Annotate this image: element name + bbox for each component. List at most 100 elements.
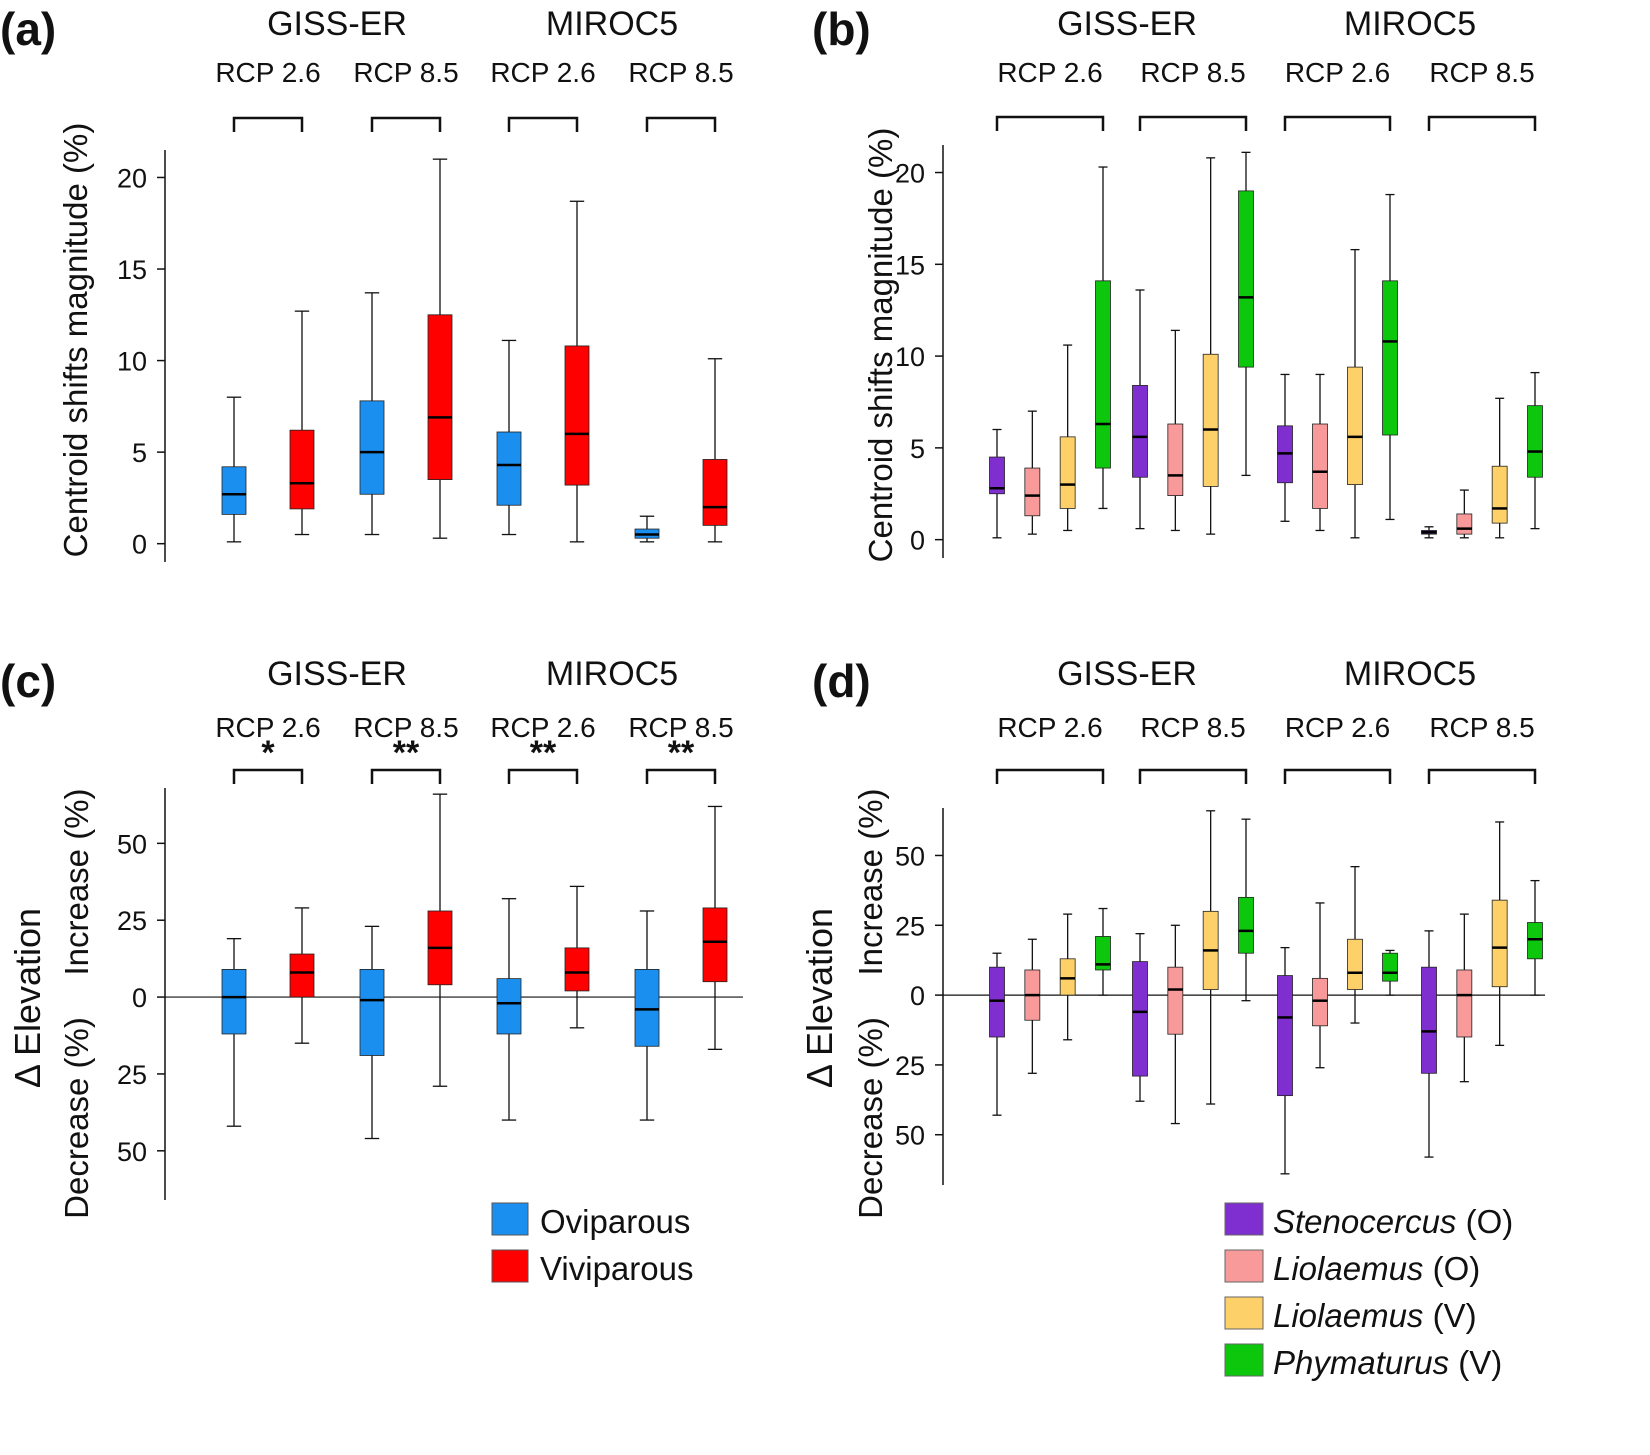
scenario-label: RCP 8.5 <box>353 57 458 88</box>
box-liolaemus-o <box>1024 410 1041 535</box>
panel-label: (c) <box>0 655 56 707</box>
box-oviparous <box>496 898 522 1121</box>
box-stenocercus-o <box>989 428 1005 539</box>
model-label: GISS-ER <box>267 655 407 693</box>
box-iqr <box>1167 966 1184 1035</box>
y-tick-label: 25 <box>117 906 147 936</box>
scenario-label: RCP 2.6 <box>1285 57 1390 88</box>
box-iqr <box>1095 280 1111 469</box>
y-tick-label: 20 <box>895 159 925 189</box>
box-liolaemus-o <box>1167 329 1184 532</box>
significance-mark: ** <box>393 734 420 772</box>
box-oviparous <box>634 910 660 1121</box>
box-iqr <box>1132 385 1148 478</box>
box-iqr <box>989 966 1005 1038</box>
box-phymaturus-v <box>1095 166 1111 510</box>
box-viviparous <box>702 805 728 1050</box>
y-tick-label: 5 <box>910 434 925 464</box>
box-oviparous <box>359 925 385 1140</box>
box-iqr <box>1059 436 1076 509</box>
scenario-label: RCP 2.6 <box>1285 712 1390 743</box>
legend-genus: Phymaturus <box>1273 1344 1449 1381</box>
y-axis-label: Δ Elevation <box>799 908 840 1088</box>
y-tick-label: 50 <box>117 1137 147 1167</box>
box-iqr <box>989 456 1005 495</box>
box-phymaturus-v <box>1382 193 1398 521</box>
group-bracket <box>995 768 1105 784</box>
box-iqr <box>1095 936 1111 971</box>
significance-mark: ** <box>530 734 557 772</box>
box-iqr <box>1167 423 1184 496</box>
group-bracket <box>507 116 579 132</box>
box-iqr <box>221 466 247 515</box>
model-label: MIROC5 <box>546 655 678 693</box>
y-axis-label-decrease: Decrease (%) <box>58 1017 95 1219</box>
box-liolaemus-v <box>1059 344 1076 532</box>
box-phymaturus-v <box>1095 907 1111 996</box>
box-liolaemus-o <box>1456 489 1473 539</box>
group-bracket <box>507 768 579 784</box>
legend-swatch <box>1224 1343 1264 1377</box>
box-iqr <box>496 978 522 1035</box>
legend-label: Stenocercus (O) <box>1273 1203 1513 1240</box>
y-tick-label: 50 <box>117 829 147 859</box>
y-tick-label: 0 <box>910 981 925 1011</box>
box-iqr <box>427 314 453 480</box>
legend-swatch <box>1224 1249 1264 1283</box>
box-iqr <box>1491 899 1508 988</box>
box-iqr <box>1347 366 1363 485</box>
box-iqr <box>1421 966 1437 1074</box>
y-axis-label-increase: Increase (%) <box>852 788 889 975</box>
legend-swatch <box>1224 1202 1264 1236</box>
scenario-label: RCP 2.6 <box>997 57 1102 88</box>
box-liolaemus-v <box>1491 821 1508 1047</box>
box-iqr <box>702 907 728 983</box>
group-bracket <box>1283 768 1392 784</box>
y-axis-label-decrease: Decrease (%) <box>852 1017 889 1219</box>
box-liolaemus-o <box>1456 913 1473 1083</box>
y-tick-label: 10 <box>117 347 147 377</box>
box-iqr <box>1527 922 1543 960</box>
box-iqr <box>359 400 385 495</box>
model-label: MIROC5 <box>1344 655 1476 693</box>
box-iqr <box>564 947 590 992</box>
legend-genus: Stenocercus <box>1273 1203 1456 1240</box>
panel-b: (b) GISS-ER MIROC5 RCP 2.6 RCP 8.5 RCP 2.6 RCP… <box>812 3 1543 562</box>
y-tick-label: 15 <box>895 250 925 280</box>
legend: Oviparous Viviparous <box>491 1202 693 1287</box>
box-viviparous <box>289 310 315 536</box>
box-iqr <box>564 345 590 486</box>
legend-swatch <box>1224 1296 1264 1330</box>
y-tick-label: 5 <box>132 438 147 468</box>
panel-d: (d) GISS-ER MIROC5 RCP 2.6 RCP 8.5 RCP 2.6 RCP… <box>799 655 1545 1381</box>
scenario-label: RCP 8.5 <box>1140 57 1245 88</box>
box-liolaemus-v <box>1202 157 1219 535</box>
box-iqr <box>1491 465 1508 524</box>
box-iqr <box>1382 280 1398 436</box>
significance-mark: * <box>261 734 275 772</box>
y-axis-label-increase: Increase (%) <box>58 788 95 975</box>
significance-mark: ** <box>668 734 695 772</box>
legend-swatch <box>491 1202 529 1236</box>
legend-mode: (V) <box>1449 1344 1502 1381</box>
box-oviparous <box>359 292 385 536</box>
group-bracket <box>645 116 717 132</box>
panel-label: (d) <box>812 655 871 707</box>
box-phymaturus-v <box>1238 818 1254 1002</box>
y-tick-label: 0 <box>910 526 925 556</box>
box-oviparous <box>496 339 522 536</box>
box-stenocercus-o <box>1421 930 1437 1158</box>
box-liolaemus-o <box>1312 373 1328 532</box>
model-label: GISS-ER <box>267 5 407 43</box>
y-tick-label: 50 <box>895 841 925 871</box>
legend-label: Viviparous <box>540 1250 693 1287</box>
scenario-label: RCP 2.6 <box>997 712 1102 743</box>
box-liolaemus-o <box>1024 938 1041 1074</box>
group-bracket <box>232 116 304 132</box>
box-iqr <box>289 429 315 510</box>
box-phymaturus-v <box>1382 949 1398 996</box>
box-liolaemus-o <box>1167 924 1184 1125</box>
box-iqr <box>1238 896 1254 954</box>
y-axis-label: Centroid shifts magnitude (%) <box>862 128 899 563</box>
